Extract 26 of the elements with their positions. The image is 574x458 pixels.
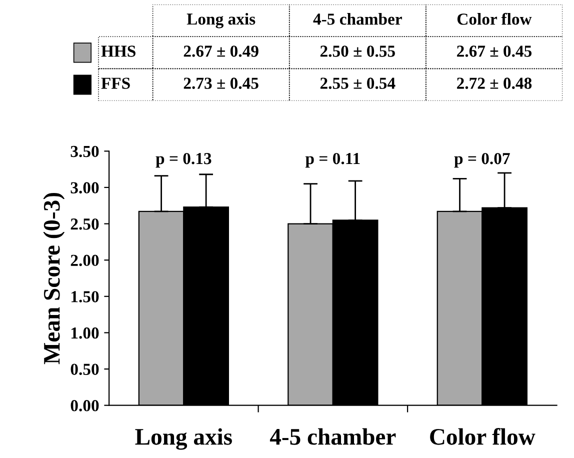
- x-tick-label: 4-5 chamber: [270, 428, 396, 445]
- y-tick-label: 3.00: [70, 182, 99, 194]
- legend-label: FFS: [101, 78, 130, 89]
- annotation: p = 0.11: [305, 152, 360, 168]
- category-label: 4-5 chamber: [313, 13, 402, 25]
- data-label: 2.55 ± 0.54: [320, 78, 396, 89]
- data-label: 2.67 ± 0.45: [457, 46, 532, 57]
- category-label: Color flow: [457, 12, 532, 25]
- legend-label: HHS: [101, 46, 136, 57]
- y-tick-label: 1.50: [72, 291, 99, 302]
- y-tick-label: 0.00: [70, 400, 99, 412]
- y-tick-label: 2.00: [70, 254, 99, 266]
- annotation: p = 0.07: [454, 152, 510, 168]
- y-tick-label: 0.50: [70, 364, 99, 376]
- category-label: Long axis: [186, 12, 256, 28]
- x-tick-label: Color flow: [430, 428, 536, 445]
- x-tick-label: Long axis: [135, 428, 232, 450]
- annotation: p = 0.13: [156, 152, 212, 168]
- y-tick-label: 1.00: [72, 327, 99, 339]
- data-label: 2.67 ± 0.49: [184, 46, 258, 57]
- y-tick-label: 2.50: [70, 218, 99, 230]
- data-label: 2.50 ± 0.55: [320, 46, 395, 57]
- data-label: 2.73 ± 0.45: [184, 78, 258, 89]
- data-label: 2.72 ± 0.48: [457, 78, 532, 89]
- y-tick-label: 3.50: [70, 146, 99, 158]
- y-axis-title: Mean Score (0-3): [43, 192, 65, 364]
